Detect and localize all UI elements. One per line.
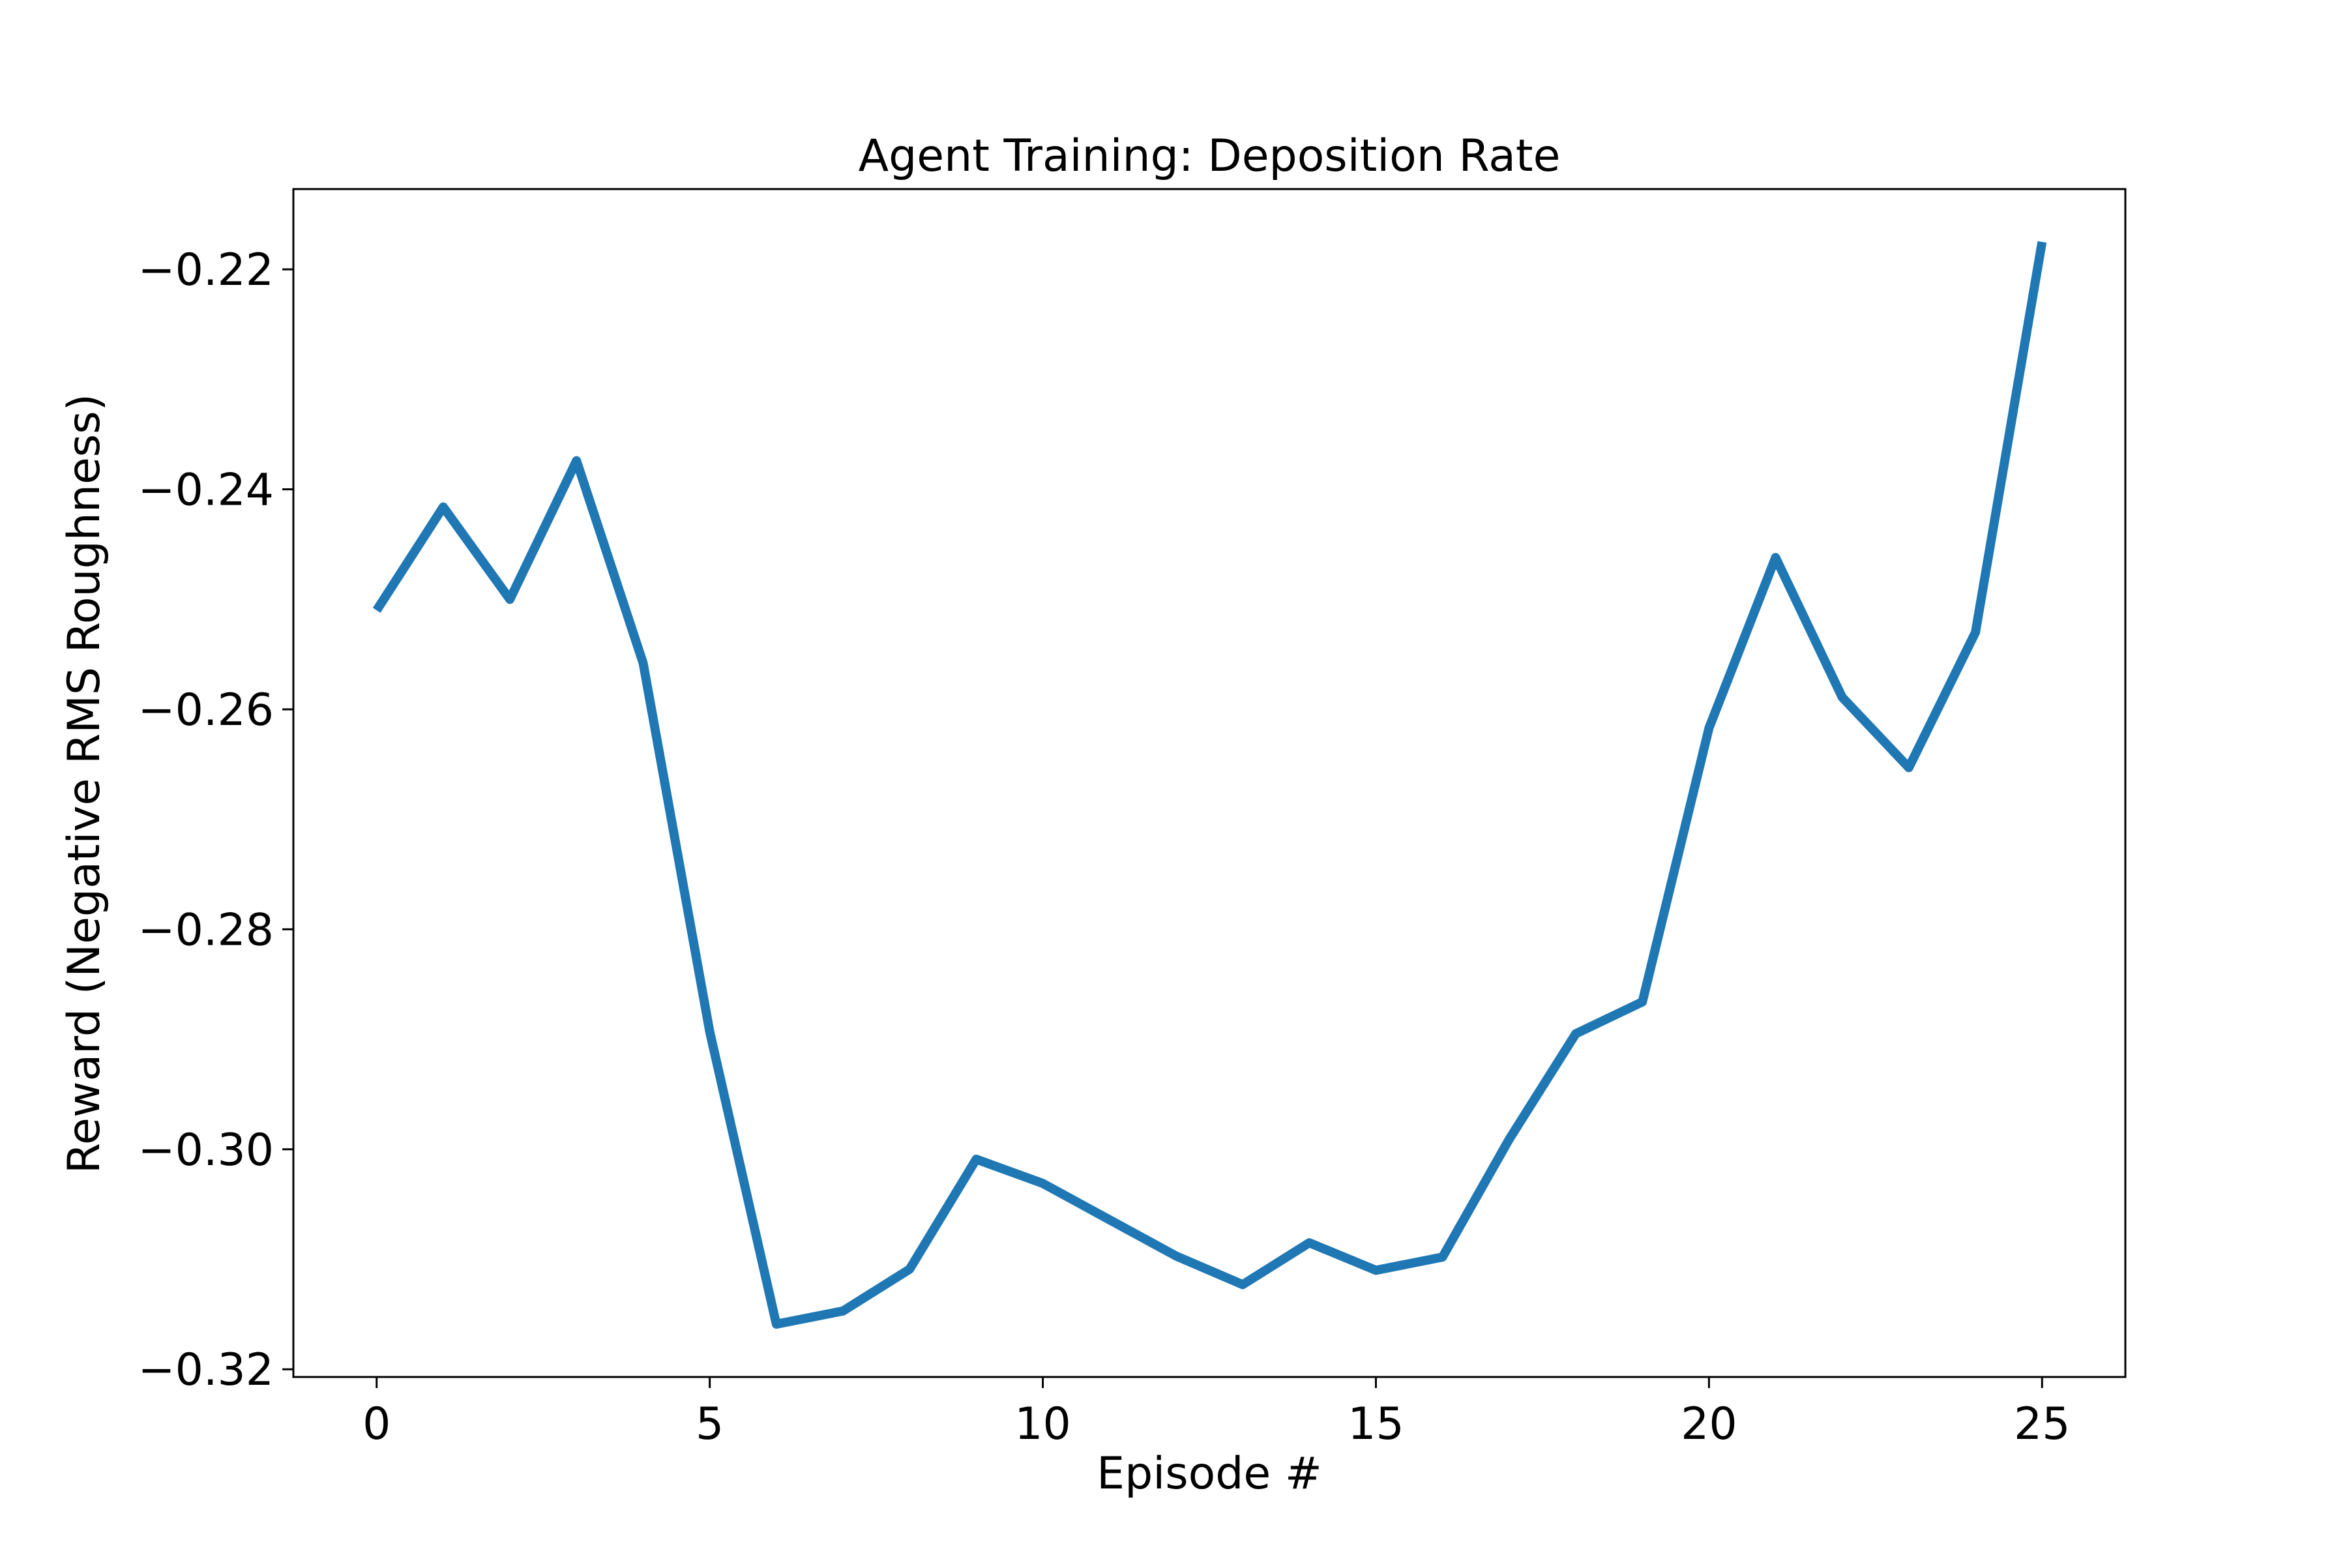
x-tick-label: 15: [1348, 1398, 1404, 1450]
y-tick-label: −0.28: [138, 904, 274, 956]
x-tick-label: 10: [1014, 1398, 1071, 1450]
x-tick-label: 25: [2014, 1398, 2071, 1450]
x-tick-label: 0: [362, 1398, 391, 1450]
x-tick-label: 20: [1681, 1398, 1737, 1450]
series-line: [372, 241, 2047, 1329]
y-tick-label: −0.30: [138, 1125, 274, 1176]
x-tick-label: 5: [696, 1398, 724, 1450]
axes-frame: [292, 188, 2127, 1378]
plot-area: 0 5 10 15 20 25 −0.32 −0.30 −0.28 −0.26 −0.24 −0.22: [138, 188, 2127, 1450]
y-axis-label: Reward (Negative RMS Roughness): [59, 394, 110, 1174]
y-tick-label: −0.24: [138, 465, 274, 516]
y-tick-label: −0.22: [138, 244, 274, 296]
chart-title: Agent Training: Deposition Rate: [859, 130, 1561, 182]
y-tick-label: −0.26: [138, 685, 274, 736]
x-axis-label: Episode #: [1097, 1448, 1322, 1500]
y-tick-label: −0.32: [138, 1344, 274, 1396]
